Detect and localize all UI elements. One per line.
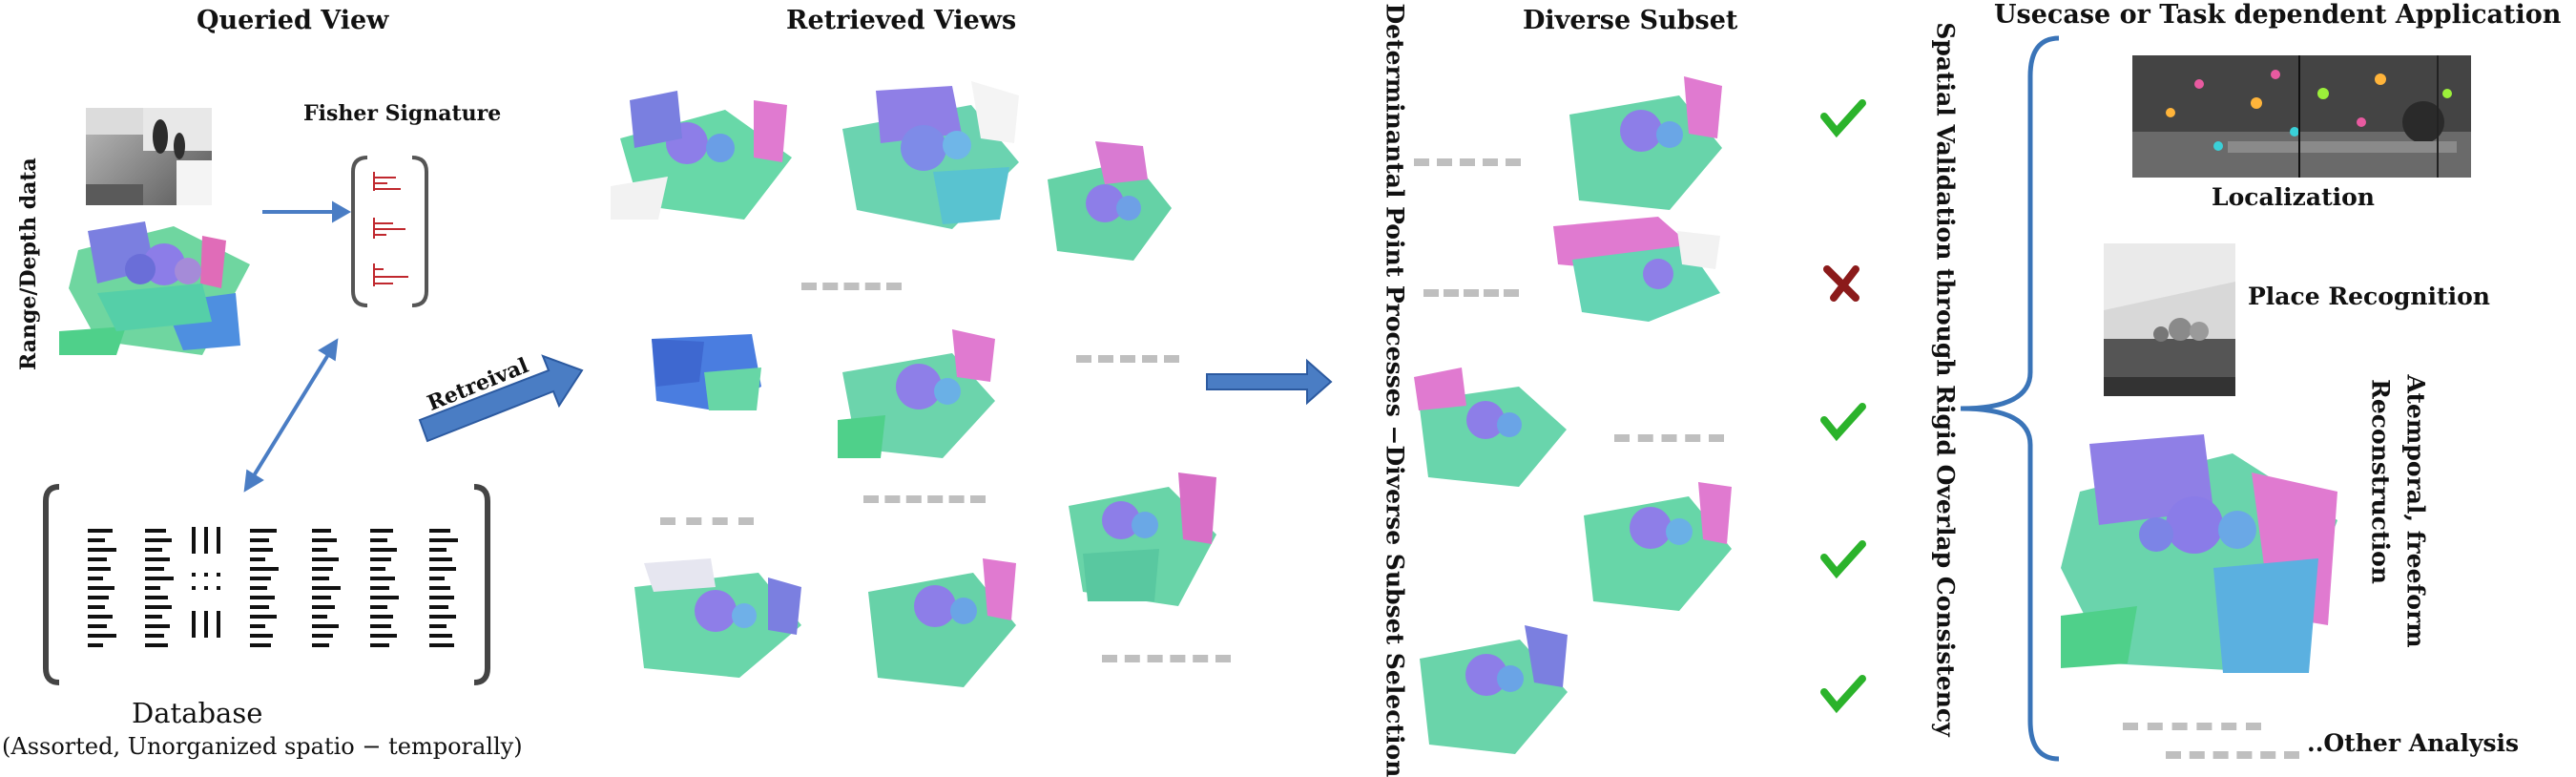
reconstruction-label-line1: Atemporal, freeform: [2401, 374, 2430, 648]
subset-view: [1410, 616, 1572, 759]
retrieved-view: [1038, 141, 1176, 265]
check-icon: [1820, 540, 1866, 579]
subset-view: [1560, 72, 1727, 215]
place-recognition-label: Place Recognition: [2248, 283, 2490, 310]
dashed-separator: [1423, 289, 1519, 297]
check-icon: [1820, 675, 1866, 714]
cross-icon: [1823, 265, 1859, 302]
query-point-cloud: [59, 212, 260, 360]
retrieved-views-title: Retrieved Views: [786, 6, 1017, 35]
retrieved-view: [838, 76, 1024, 234]
fisher-bars: [373, 172, 408, 286]
subset-view: [1414, 368, 1571, 492]
arrow-to-dpp: [1206, 358, 1333, 406]
fisher-vector-bracket: [351, 156, 428, 307]
dashed-separator: [863, 495, 986, 503]
application-title: Usecase or Task dependent Application: [1994, 0, 2562, 30]
dashed-separator: [1102, 655, 1231, 662]
reconstruction-label-line2: Reconstruction: [2366, 379, 2395, 584]
database-brackets: [43, 484, 490, 685]
retrieved-view: [647, 334, 766, 415]
retrieved-view: [611, 81, 806, 224]
reconstruction-point-cloud: [2061, 434, 2347, 682]
other-analysis-label: ..Other Analysis: [2307, 729, 2520, 757]
application-brace: [1960, 35, 2060, 762]
arrow-fisher-database: [243, 338, 339, 493]
diverse-subset-title: Diverse Subset: [1523, 6, 1738, 35]
retrieved-view: [838, 325, 1000, 463]
database-signatures: [88, 527, 458, 647]
subset-view: [1574, 472, 1736, 616]
retrieved-view: [625, 558, 806, 682]
spatial-validation-label: Spatial Validation through Rigid Overlap…: [1931, 22, 1960, 737]
depth-image: [86, 108, 212, 205]
dashed-separator: [1614, 434, 1724, 442]
fisher-signature-label: Fisher Signature: [303, 101, 502, 126]
retrieval-label: Retreival: [424, 353, 532, 416]
subset-view: [1553, 212, 1725, 325]
range-depth-label: Range/Depth data: [16, 158, 41, 370]
retrieved-view: [859, 549, 1021, 692]
localization-image: [2132, 55, 2471, 178]
dashed-separator: [1076, 355, 1179, 363]
dashed-separator: [1414, 158, 1521, 166]
dashed-separator: [801, 283, 902, 290]
check-icon: [1820, 403, 1866, 442]
arrow-to-fisher: [262, 200, 352, 223]
dashed-separator: [660, 517, 754, 525]
localization-label: Localization: [2212, 183, 2375, 211]
place-recognition-image: [2104, 243, 2235, 396]
dpp-label: Determinantal Point Processes −Diverse S…: [1381, 3, 1409, 777]
dashed-separator: [2123, 723, 2261, 730]
retrieved-view: [1064, 468, 1221, 611]
dashed-separator: [2166, 751, 2299, 759]
queried-view-title: Queried View: [197, 6, 389, 35]
check-icon: [1820, 99, 1866, 138]
database-subtitle: (Assorted, Unorganized spatio − temporal…: [2, 733, 523, 760]
database-title: Database: [132, 697, 263, 729]
